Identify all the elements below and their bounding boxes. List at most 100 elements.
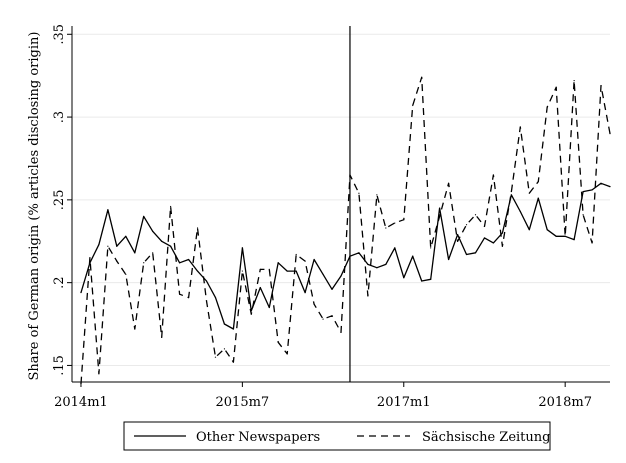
data-point <box>304 260 306 262</box>
data-point <box>152 252 154 254</box>
data-point <box>179 262 181 264</box>
data-point <box>80 291 82 294</box>
data-point <box>214 296 217 299</box>
data-point <box>358 192 360 194</box>
data-point <box>80 383 82 385</box>
data-point <box>331 315 333 317</box>
series <box>80 76 611 385</box>
y-tick-label: .25 <box>52 190 67 211</box>
data-point <box>501 232 503 234</box>
x-tick-label: 2017m1 <box>377 395 431 410</box>
data-point <box>196 270 199 272</box>
data-point <box>385 263 387 266</box>
data-point <box>519 126 521 128</box>
data-point <box>98 243 100 246</box>
data-point <box>187 296 190 299</box>
data-point <box>125 235 127 237</box>
data-point <box>385 227 387 229</box>
data-point <box>152 230 154 232</box>
data-point <box>340 331 342 333</box>
data-point <box>161 240 163 242</box>
data-point <box>412 255 414 257</box>
data-point <box>161 336 163 338</box>
data-point <box>187 258 190 261</box>
data-point <box>591 242 593 244</box>
data-point <box>367 295 369 297</box>
y-tick-label: .3 <box>52 111 67 123</box>
legend: Other Newspapers Sächsische Zeitung <box>123 421 551 451</box>
data-point <box>376 194 378 196</box>
data-point <box>403 277 405 279</box>
data-point <box>241 270 243 272</box>
data-point <box>232 361 234 363</box>
data-point <box>600 85 602 87</box>
data-point <box>483 237 486 239</box>
data-point <box>349 174 351 176</box>
data-point <box>465 224 468 226</box>
data-point <box>268 306 270 309</box>
data-point <box>421 280 423 282</box>
data-point <box>430 278 432 280</box>
data-point <box>125 273 127 275</box>
data-point <box>98 373 100 375</box>
data-point <box>609 133 611 135</box>
x-tick-label: 2015m7 <box>216 395 270 410</box>
data-point <box>134 252 136 254</box>
data-point <box>143 262 145 264</box>
data-point <box>214 356 217 358</box>
data-point <box>394 247 396 249</box>
data-point <box>564 235 566 237</box>
data-point <box>456 240 459 242</box>
data-point <box>465 253 468 256</box>
data-point <box>170 245 172 247</box>
data-point <box>501 245 503 247</box>
data-point <box>143 215 145 218</box>
data-point <box>430 247 432 249</box>
data-point <box>448 258 450 261</box>
data-point <box>537 197 539 199</box>
data-point <box>555 86 557 88</box>
data-point <box>510 194 512 196</box>
data-point <box>376 267 378 269</box>
data-point <box>483 225 486 227</box>
data-point <box>439 207 441 209</box>
data-point <box>349 255 351 257</box>
data-point <box>555 235 557 237</box>
series-line-other-newspapers <box>80 182 611 330</box>
data-point <box>295 270 297 272</box>
data-point <box>528 192 530 194</box>
data-point <box>456 234 459 236</box>
data-point <box>205 300 208 302</box>
x-tick-label: 2018m7 <box>538 395 592 410</box>
data-point <box>358 252 360 254</box>
data-point <box>313 303 315 305</box>
data-point <box>609 186 611 188</box>
y-tick-label: .35 <box>52 24 67 45</box>
data-point <box>582 214 584 216</box>
data-point <box>546 229 548 231</box>
data-point <box>259 268 261 271</box>
data-point <box>439 215 441 218</box>
data-point <box>474 214 477 216</box>
y-tick-label: .2 <box>52 276 67 288</box>
data-point <box>546 106 548 108</box>
data-point <box>295 253 297 256</box>
tick-labels: .15 .2 .25 .3 .35 2014m1 2015m7 2017m1 2018m7 <box>52 24 592 410</box>
data-point <box>528 229 530 231</box>
data-point <box>421 76 423 78</box>
data-point <box>322 273 324 275</box>
data-point <box>268 268 270 271</box>
data-point <box>412 104 414 107</box>
data-point <box>286 353 288 355</box>
data-point <box>510 190 512 193</box>
y-tick-label: .15 <box>52 355 67 376</box>
data-point <box>170 205 172 208</box>
data-point <box>107 209 109 211</box>
data-point <box>223 323 226 325</box>
legend-box <box>123 421 551 451</box>
data-point <box>116 260 118 262</box>
data-point <box>340 275 342 277</box>
data-point <box>116 245 118 247</box>
